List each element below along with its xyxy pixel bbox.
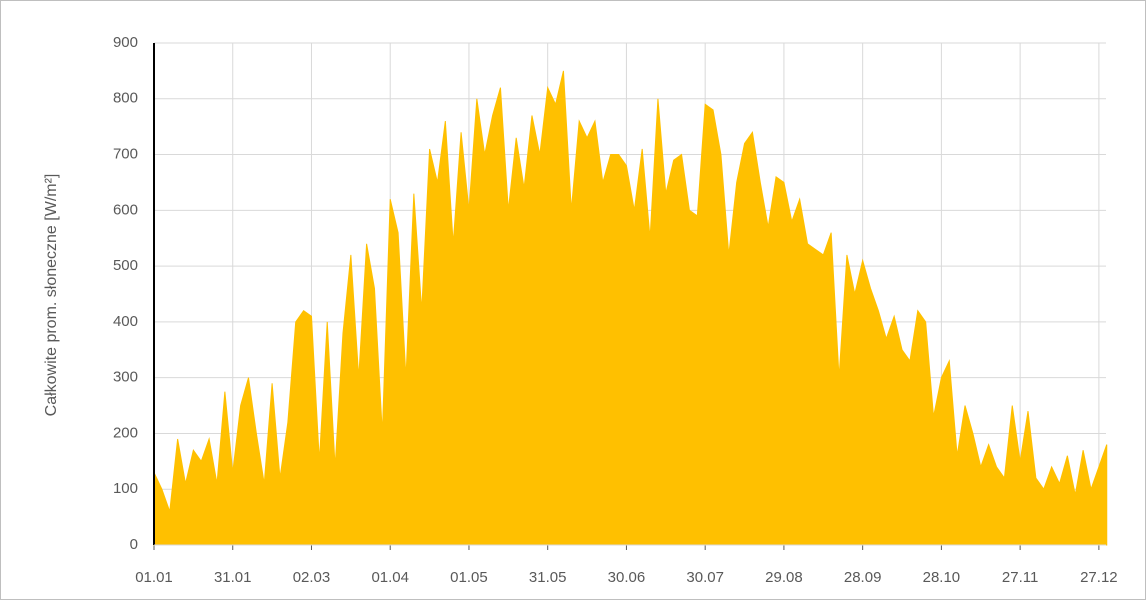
y-tick-label: 500 [113,257,138,274]
x-tick-label: 27.11 [1002,569,1038,586]
y-tick-label: 400 [113,313,138,330]
x-tick-label: 01.05 [450,569,488,586]
x-tick-label: 31.05 [529,569,567,586]
x-tick-label: 30.07 [686,569,724,586]
x-tick-label: 30.06 [608,569,646,586]
x-tick-label: 01.04 [371,569,409,586]
x-tick-label: 27.12 [1080,569,1118,586]
x-tick-label: 29.08 [765,569,803,586]
y-tick-label: 200 [113,424,138,441]
x-tick-label: 02.03 [293,569,331,586]
x-tick-label: 31.01 [214,569,252,586]
area [153,70,1108,546]
y-tick-label: 300 [113,369,138,386]
y-tick-label: 800 [113,90,138,107]
x-tick-label: 28.10 [923,569,961,586]
y-tick-label: 700 [113,146,138,163]
y-tick-label: 900 [113,34,138,51]
y-tick-label: 100 [113,480,138,497]
x-tick-label: 01.01 [135,569,173,586]
y-tick-label: 0 [130,536,138,553]
x-tick-label: 28.09 [844,569,882,586]
y-axis-label: Całkowite prom. słoneczne [W/m²] [43,174,60,417]
y-tick-label: 600 [113,201,138,218]
